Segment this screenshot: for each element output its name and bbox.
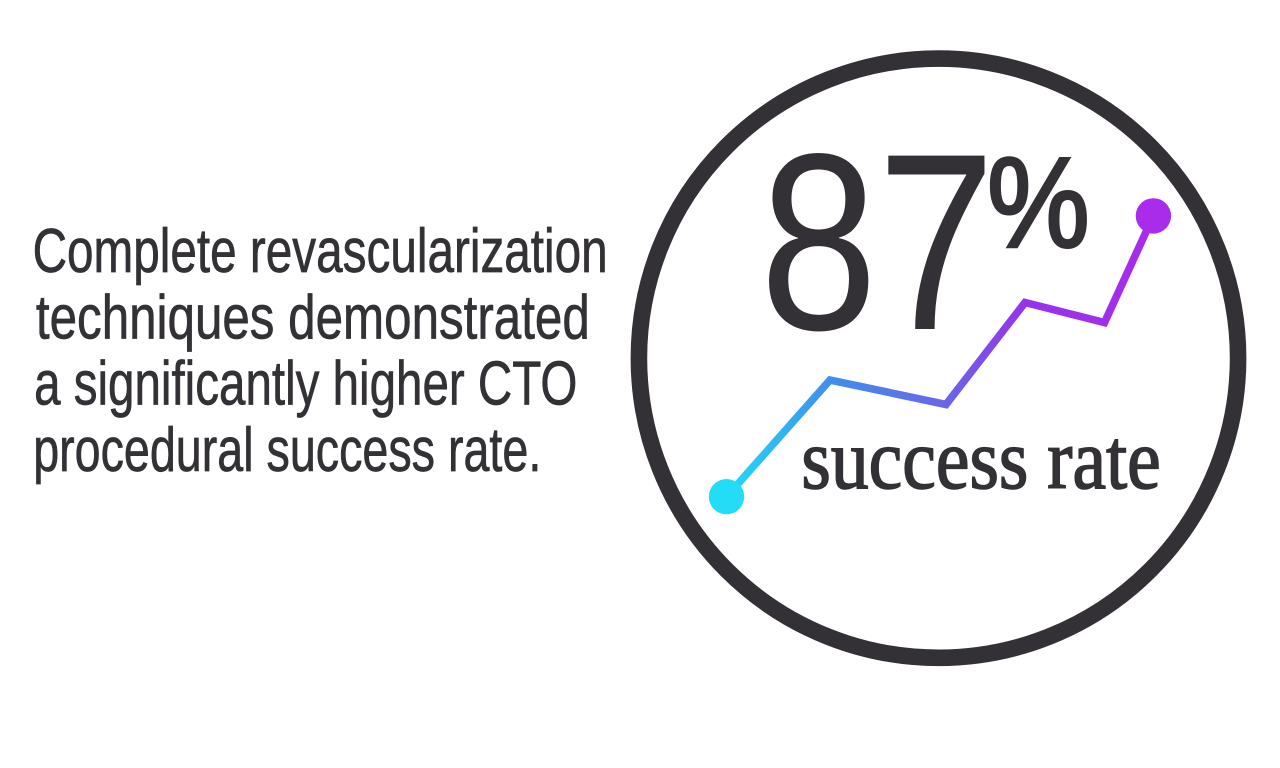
svg-text:procedural success rate.: procedural success rate. [33, 416, 541, 485]
svg-text:success rate: success rate [801, 411, 1160, 507]
svg-text:%: % [987, 132, 1090, 275]
svg-text:87: 87 [760, 102, 995, 383]
svg-text:Complete revascularization: Complete revascularization [33, 217, 608, 286]
svg-text:techniques demonstrated: techniques demonstrated [36, 283, 590, 352]
svg-text:a significantly higher CTO: a significantly higher CTO [34, 350, 577, 419]
